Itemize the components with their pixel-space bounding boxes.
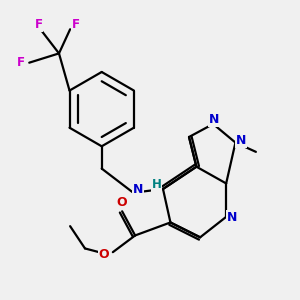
- Text: N: N: [133, 182, 143, 196]
- Text: F: F: [17, 56, 25, 69]
- Text: N: N: [209, 113, 219, 126]
- Text: F: F: [34, 18, 43, 31]
- Text: N: N: [226, 211, 237, 224]
- Text: N: N: [236, 134, 246, 147]
- Text: F: F: [72, 18, 80, 31]
- Text: O: O: [98, 248, 109, 260]
- Text: H: H: [152, 178, 161, 191]
- Text: O: O: [116, 196, 127, 208]
